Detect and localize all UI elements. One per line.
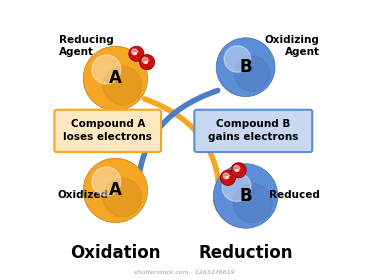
Circle shape bbox=[216, 38, 275, 97]
Text: B: B bbox=[239, 187, 252, 205]
FancyArrowPatch shape bbox=[145, 99, 223, 209]
Circle shape bbox=[132, 49, 137, 55]
Text: e⁻: e⁻ bbox=[133, 51, 140, 56]
Text: e⁻: e⁻ bbox=[235, 168, 242, 173]
Text: Oxidizing
Agent: Oxidizing Agent bbox=[265, 35, 320, 57]
Text: B: B bbox=[239, 58, 252, 76]
Circle shape bbox=[234, 56, 270, 91]
Circle shape bbox=[139, 55, 155, 70]
FancyBboxPatch shape bbox=[54, 110, 161, 152]
Text: Compound A
loses electrons: Compound A loses electrons bbox=[63, 119, 152, 143]
Text: Reducing
Agent: Reducing Agent bbox=[59, 35, 113, 57]
FancyArrowPatch shape bbox=[134, 90, 218, 204]
Circle shape bbox=[142, 57, 148, 63]
Text: Reduced: Reduced bbox=[269, 190, 320, 200]
Circle shape bbox=[103, 178, 142, 217]
Circle shape bbox=[83, 46, 148, 111]
Circle shape bbox=[213, 164, 278, 228]
Circle shape bbox=[234, 165, 240, 171]
FancyBboxPatch shape bbox=[194, 110, 312, 152]
Circle shape bbox=[224, 46, 251, 72]
Text: A: A bbox=[109, 69, 122, 87]
Circle shape bbox=[103, 66, 142, 105]
Text: Oxidized: Oxidized bbox=[57, 190, 109, 200]
Text: Compound B
gains electrons: Compound B gains electrons bbox=[208, 119, 298, 143]
Circle shape bbox=[222, 172, 251, 202]
Circle shape bbox=[233, 184, 272, 222]
Text: Oxidation: Oxidation bbox=[70, 244, 161, 262]
Circle shape bbox=[231, 163, 246, 178]
Circle shape bbox=[220, 170, 236, 185]
Circle shape bbox=[83, 158, 148, 223]
Text: A: A bbox=[109, 181, 122, 199]
Text: e⁻: e⁻ bbox=[224, 175, 231, 180]
Circle shape bbox=[92, 55, 121, 84]
Text: Reduction: Reduction bbox=[198, 244, 293, 262]
Circle shape bbox=[92, 167, 121, 196]
Text: shutterstock.com · 1263276619: shutterstock.com · 1263276619 bbox=[134, 270, 234, 275]
Text: e⁻: e⁻ bbox=[144, 60, 151, 65]
Circle shape bbox=[223, 173, 229, 179]
Circle shape bbox=[129, 46, 144, 61]
